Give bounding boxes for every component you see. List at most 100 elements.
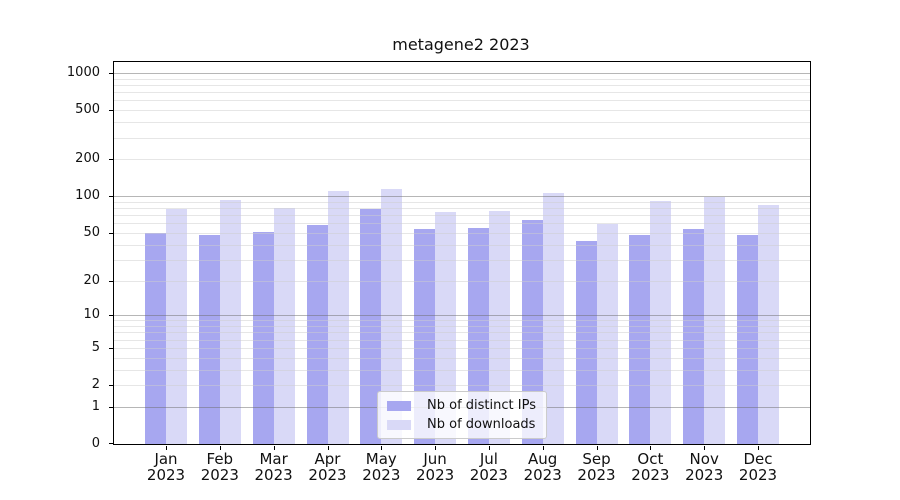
y-tick-label-2: 2 <box>91 377 100 392</box>
legend-swatch <box>387 400 412 411</box>
x-tick-jan <box>166 446 167 450</box>
minor-gridline-400 <box>114 122 810 124</box>
x-label-month: Jan <box>154 450 178 468</box>
y-tick-label-50: 50 <box>83 224 100 240</box>
x-tick-oct <box>650 446 652 450</box>
bar-downloads-apr <box>327 191 349 444</box>
x-tick-label-mar: Mar 2023 <box>242 451 306 483</box>
bar-distinct-ips-sep <box>575 240 597 444</box>
y-tick-500 <box>109 110 113 112</box>
y-tick-label-1: 1 <box>91 398 100 414</box>
bar-distinct-ips-jan <box>145 232 166 444</box>
bar-downloads-dec <box>758 204 779 444</box>
x-label-month: Nov <box>689 450 719 468</box>
bar-distinct-ips-jul <box>467 227 489 444</box>
x-tick-label-jun: Jun 2023 <box>403 451 467 483</box>
bar-downloads-may <box>381 189 403 444</box>
bar-distinct-ips-feb <box>198 235 220 444</box>
bar-downloads-aug <box>542 192 564 444</box>
bar-distinct-ips-apr <box>306 225 328 444</box>
y-tick-1000 <box>109 73 113 74</box>
bar-downloads-feb <box>219 200 241 444</box>
bar-distinct-ips-oct <box>629 235 651 444</box>
legend-item-distinct-ips: Nb of distinct IPs <box>387 398 536 413</box>
legend-swatch <box>387 419 412 430</box>
bar-downloads-mar <box>273 208 295 444</box>
bar-distinct-ips-mar <box>252 231 274 444</box>
bar-distinct-ips-jun <box>414 228 436 444</box>
y-tick-label-0: 0 <box>91 436 100 451</box>
x-label-month: Dec <box>743 450 773 468</box>
x-label-month: Sep <box>582 450 611 468</box>
y-tick-5 <box>109 347 113 349</box>
minor-gridline-800 <box>114 84 810 86</box>
y-tick-label-100: 100 <box>75 188 100 204</box>
x-label-month: Oct <box>637 450 664 468</box>
x-tick-label-may: May 2023 <box>349 451 413 483</box>
y-tick-label-200: 200 <box>75 151 100 167</box>
x-label-month: Feb <box>206 450 234 468</box>
y-tick-50 <box>109 232 113 234</box>
minor-gridline-900 <box>114 78 810 80</box>
x-tick-apr <box>327 446 329 450</box>
y-tick-200 <box>109 159 113 161</box>
legend-label: Nb of downloads <box>427 417 536 432</box>
y-tick-10 <box>109 315 113 317</box>
minor-gridline-500 <box>114 110 810 112</box>
bar-downloads-oct <box>650 200 672 444</box>
y-tick-20 <box>109 280 113 282</box>
x-tick-dec <box>758 446 759 450</box>
y-tick-label-10: 10 <box>83 307 100 323</box>
x-label-month: Aug <box>528 450 558 468</box>
x-tick-label-oct: Oct 2023 <box>618 451 682 483</box>
x-label-year: 2023 <box>200 466 239 484</box>
x-label-month: May <box>365 450 397 468</box>
x-tick-jun <box>435 446 437 450</box>
y-tick-label-5: 5 <box>91 339 100 355</box>
x-tick-may <box>381 446 383 450</box>
x-tick-label-jan: Jan 2023 <box>134 451 198 483</box>
bar-distinct-ips-dec <box>737 235 758 444</box>
bar-downloads-jan <box>166 209 187 444</box>
x-label-year: 2023 <box>362 466 401 484</box>
x-label-year: 2023 <box>631 466 670 484</box>
x-label-year: 2023 <box>469 466 508 484</box>
x-tick-label-apr: Apr 2023 <box>296 451 360 483</box>
legend-item-downloads: Nb of downloads <box>387 417 536 432</box>
minor-gridline-700 <box>114 92 810 94</box>
minor-gridline-300 <box>114 137 810 139</box>
legend: Nb of distinct IPs Nb of downloads <box>377 391 547 439</box>
x-label-month: Jun <box>423 450 447 468</box>
plot-area: 0 1 2 5 10 20 50 100 200 500 1000 Jan 2023 Feb 2023 Mar… <box>67 61 811 483</box>
x-label-year: 2023 <box>738 466 778 484</box>
x-tick-nov <box>704 446 706 450</box>
x-tick-label-aug: Aug 2023 <box>511 451 575 483</box>
x-label-year: 2023 <box>685 466 724 484</box>
x-tick-label-sep: Sep 2023 <box>565 451 629 483</box>
x-label-month: Apr <box>314 450 341 468</box>
x-label-month: Jul <box>479 450 498 468</box>
major-gridline-1000 <box>114 73 810 74</box>
x-label-year: 2023 <box>523 466 562 484</box>
x-tick-label-dec: Dec 2023 <box>726 451 790 483</box>
x-label-year: 2023 <box>577 466 616 484</box>
x-label-year: 2023 <box>254 466 293 484</box>
chart-title: metagene2 2023 <box>392 35 530 54</box>
x-label-year: 2023 <box>146 466 186 484</box>
minor-gridline-200 <box>114 159 810 161</box>
x-label-year: 2023 <box>416 466 455 484</box>
bar-distinct-ips-aug <box>521 219 543 444</box>
x-tick-sep <box>596 446 598 450</box>
y-tick-2 <box>109 385 113 386</box>
x-tick-jul <box>488 446 490 450</box>
x-tick-aug <box>542 446 544 450</box>
bar-downloads-sep <box>596 224 618 444</box>
y-tick-label-500: 500 <box>75 102 100 118</box>
x-tick-mar <box>273 446 275 450</box>
x-tick-label-nov: Nov 2023 <box>672 451 736 483</box>
bar-downloads-nov <box>704 197 726 444</box>
x-tick-label-jul: Jul 2023 <box>457 451 521 483</box>
x-label-month: Mar <box>259 450 288 468</box>
x-tick-feb <box>219 446 221 450</box>
